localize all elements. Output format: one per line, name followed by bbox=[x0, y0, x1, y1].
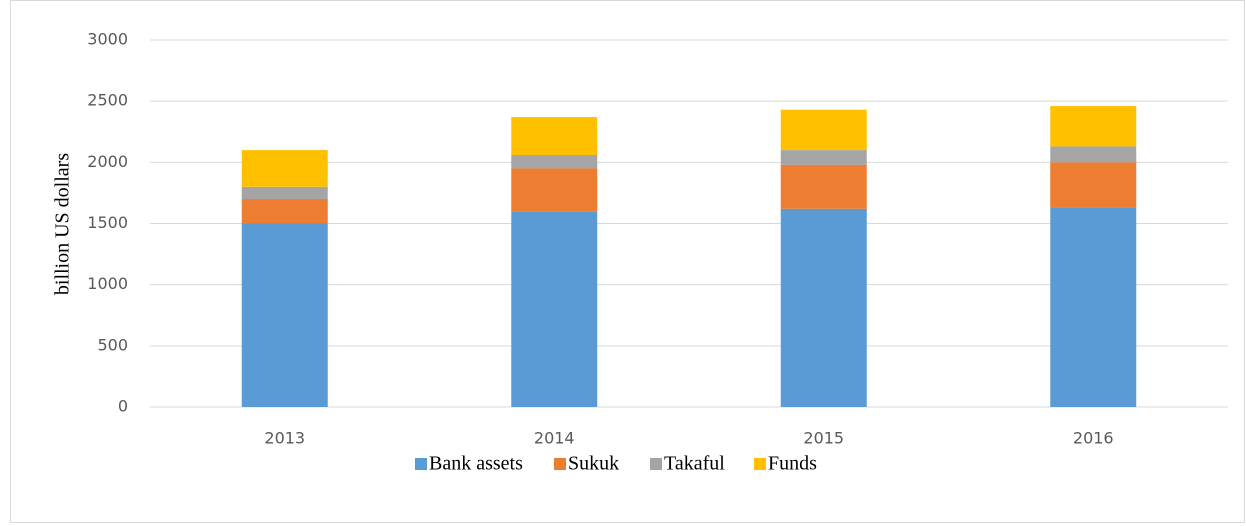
bar-segment bbox=[241, 150, 328, 187]
bar-segment bbox=[241, 223, 328, 407]
y-tick-label: 500 bbox=[97, 335, 128, 354]
y-tick-label: 2000 bbox=[87, 152, 128, 171]
bar-segment bbox=[780, 150, 867, 165]
y-tick-label: 3000 bbox=[87, 30, 128, 49]
x-tick-label: 2014 bbox=[534, 429, 575, 448]
y-tick-label: 1500 bbox=[87, 213, 128, 232]
bar-segment bbox=[780, 164, 867, 209]
bar-segment bbox=[780, 109, 867, 151]
y-tick-label: 1000 bbox=[87, 274, 128, 293]
legend-swatch bbox=[554, 458, 566, 470]
legend-label: Funds bbox=[768, 453, 817, 475]
bar-segment bbox=[511, 168, 598, 212]
bar-segment bbox=[241, 199, 328, 224]
legend-label: Sukuk bbox=[568, 453, 619, 475]
x-tick-label: 2013 bbox=[264, 429, 305, 448]
bar-segment bbox=[780, 208, 867, 407]
bar-segment bbox=[1050, 162, 1137, 208]
legend-swatch bbox=[650, 458, 662, 470]
bar-segment bbox=[511, 211, 598, 407]
x-tick-label: 2015 bbox=[803, 429, 844, 448]
legend-swatch bbox=[754, 458, 766, 470]
y-tick-label: 2500 bbox=[87, 91, 128, 110]
bar-segment bbox=[1050, 207, 1137, 407]
bar-segment bbox=[1050, 106, 1137, 147]
legend-label: Bank assets bbox=[429, 453, 523, 475]
y-axis-label: billion US dollars bbox=[52, 153, 74, 295]
legend-swatch bbox=[415, 458, 427, 470]
legend-label: Takaful bbox=[664, 453, 725, 475]
bar-segment bbox=[511, 154, 598, 169]
y-tick-label: 0 bbox=[118, 397, 128, 416]
chart-frame bbox=[10, 0, 1245, 523]
bar-segment bbox=[241, 186, 328, 200]
x-tick-label: 2016 bbox=[1073, 429, 1114, 448]
bar-segment bbox=[1050, 146, 1137, 163]
bar-segment bbox=[511, 117, 598, 155]
